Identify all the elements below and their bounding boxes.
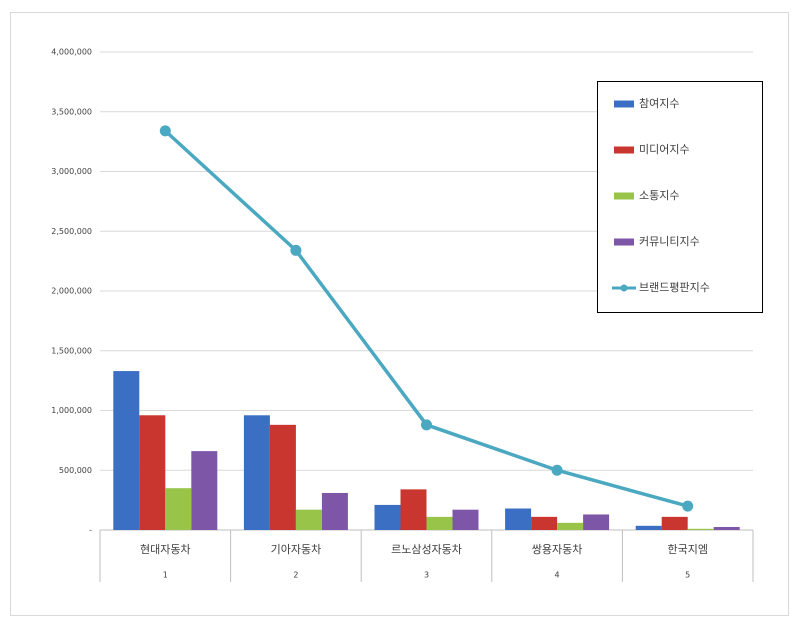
bar: [505, 508, 532, 530]
y-tick-label: 500,000: [59, 466, 92, 475]
x-tick-number: 4: [555, 571, 560, 580]
legend-label: 미디어지수: [639, 143, 690, 156]
y-tick-label: -: [89, 526, 92, 535]
bar: [661, 516, 688, 530]
x-tick-number: 5: [685, 571, 690, 580]
line-point: [682, 500, 694, 512]
legend-label: 참여지수: [639, 97, 679, 110]
bar: [243, 415, 270, 530]
x-tick-label: 기아자동차: [271, 543, 322, 556]
x-tick-label: 한국지엠: [667, 543, 707, 556]
bar: [113, 371, 140, 530]
y-tick-label: 4,000,000: [51, 48, 92, 57]
x-tick-label: 쌍용자동차: [532, 543, 583, 556]
y-tick-label: 2,500,000: [51, 227, 92, 236]
line-point: [551, 464, 563, 476]
bar: [635, 525, 662, 530]
x-tick-label: 현대자동차: [140, 543, 191, 556]
legend-label: 소통지수: [639, 189, 679, 202]
bar: [400, 489, 427, 530]
bar: [531, 516, 558, 530]
legend-dot: [620, 284, 628, 292]
bar: [452, 509, 479, 530]
bar: [191, 451, 218, 530]
y-tick-label: 2,000,000: [51, 287, 92, 296]
bar: [165, 488, 192, 530]
y-tick-label: 3,500,000: [51, 107, 92, 116]
bar: [583, 514, 610, 530]
bar: [269, 424, 296, 530]
x-tick-number: 2: [293, 571, 298, 580]
bar: [426, 516, 453, 530]
bar: [139, 415, 166, 530]
y-tick-label: 1,000,000: [51, 406, 92, 415]
x-tick-label: 르노삼성자동차: [391, 543, 462, 556]
line-point: [421, 419, 432, 431]
line-point: [290, 244, 302, 256]
bar: [713, 527, 740, 530]
legend-label: 커뮤니티지수: [639, 235, 700, 248]
x-tick-number: 1: [163, 571, 168, 580]
bar: [295, 509, 322, 530]
x-tick-number: 3: [424, 571, 429, 580]
legend-swatch: [614, 146, 634, 154]
bar: [687, 528, 714, 530]
legend-swatch: [614, 100, 634, 108]
line-point: [159, 125, 171, 137]
legend-label: 브랜드평판지수: [639, 281, 710, 294]
bar: [557, 522, 584, 530]
bar: [374, 504, 401, 530]
y-tick-label: 1,500,000: [51, 346, 92, 355]
bar: [321, 492, 348, 530]
legend-swatch: [614, 192, 634, 200]
legend-swatch: [614, 238, 634, 246]
y-tick-label: 3,000,000: [51, 167, 92, 176]
